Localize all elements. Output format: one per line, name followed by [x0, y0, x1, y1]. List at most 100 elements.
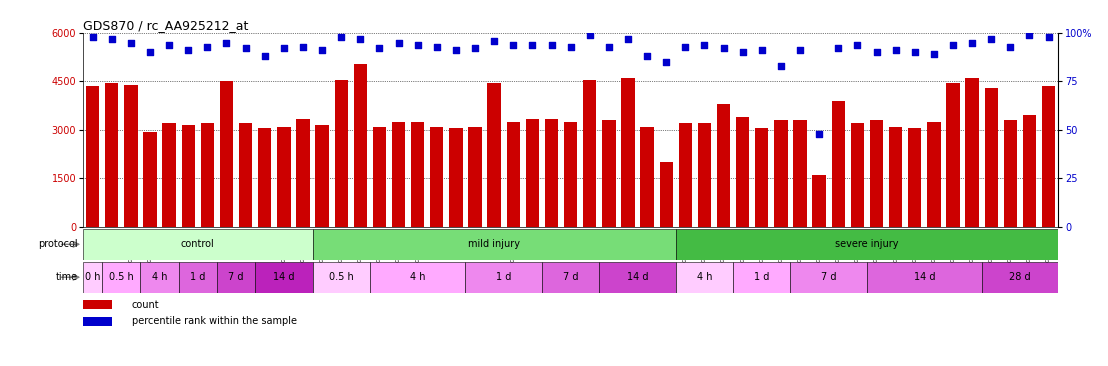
- Bar: [756, 128, 769, 227]
- Point: [447, 48, 464, 53]
- Text: mild injury: mild injury: [469, 239, 520, 249]
- Point: [256, 53, 274, 59]
- Bar: [698, 123, 711, 227]
- Bar: [866, 262, 982, 293]
- Bar: [927, 122, 941, 227]
- Bar: [909, 128, 922, 227]
- Bar: [201, 123, 214, 227]
- Point: [601, 44, 618, 49]
- Bar: [946, 83, 960, 227]
- Bar: [564, 122, 577, 227]
- Text: 7 d: 7 d: [821, 272, 837, 282]
- Bar: [316, 125, 329, 227]
- Text: 28 d: 28 d: [1009, 272, 1030, 282]
- Bar: [372, 127, 386, 227]
- Bar: [449, 128, 463, 227]
- Text: 1 d: 1 d: [496, 272, 512, 282]
- Bar: [178, 262, 217, 293]
- Point: [314, 48, 331, 53]
- Point: [409, 42, 427, 48]
- Bar: [430, 127, 443, 227]
- Bar: [851, 123, 864, 227]
- Bar: [545, 119, 558, 227]
- Point: [1002, 44, 1019, 49]
- Bar: [124, 85, 137, 227]
- Bar: [622, 78, 635, 227]
- Point: [849, 42, 866, 48]
- Point: [677, 44, 695, 49]
- Text: 0 h: 0 h: [85, 272, 101, 282]
- Point: [237, 45, 255, 51]
- Point: [733, 49, 751, 55]
- Point: [581, 32, 598, 38]
- Point: [351, 36, 369, 42]
- Bar: [985, 88, 998, 227]
- Text: 7 d: 7 d: [563, 272, 578, 282]
- Bar: [1004, 120, 1017, 227]
- Point: [332, 34, 350, 40]
- Bar: [296, 119, 309, 227]
- Bar: [736, 117, 749, 227]
- Point: [141, 49, 158, 55]
- Bar: [488, 83, 501, 227]
- Point: [466, 45, 484, 51]
- Point: [294, 44, 311, 49]
- Point: [543, 42, 561, 48]
- Bar: [392, 122, 406, 227]
- Point: [390, 40, 408, 45]
- Bar: [83, 229, 312, 260]
- Bar: [86, 86, 100, 227]
- Bar: [182, 125, 195, 227]
- Point: [944, 42, 962, 48]
- Bar: [335, 80, 348, 227]
- Point: [772, 63, 790, 69]
- Point: [810, 131, 828, 137]
- Bar: [678, 123, 692, 227]
- Bar: [640, 127, 654, 227]
- Text: severe injury: severe injury: [835, 239, 899, 249]
- Bar: [141, 262, 178, 293]
- Text: count: count: [132, 300, 160, 310]
- Bar: [602, 120, 616, 227]
- Point: [161, 42, 178, 48]
- Point: [925, 51, 943, 57]
- Text: 7 d: 7 d: [228, 272, 244, 282]
- Point: [696, 42, 714, 48]
- Bar: [255, 262, 312, 293]
- Bar: [465, 262, 542, 293]
- Bar: [277, 127, 290, 227]
- Bar: [982, 262, 1058, 293]
- Text: control: control: [181, 239, 215, 249]
- Bar: [353, 64, 367, 227]
- Bar: [83, 300, 112, 309]
- Point: [638, 53, 656, 59]
- Bar: [812, 175, 825, 227]
- Bar: [525, 119, 540, 227]
- Bar: [832, 101, 845, 227]
- Bar: [1042, 86, 1055, 227]
- Bar: [411, 122, 424, 227]
- Bar: [219, 81, 233, 227]
- Bar: [163, 123, 176, 227]
- Bar: [965, 78, 978, 227]
- Point: [753, 48, 771, 53]
- Point: [485, 38, 503, 44]
- Point: [84, 34, 102, 40]
- Text: 4 h: 4 h: [410, 272, 425, 282]
- Point: [217, 40, 235, 45]
- Text: 14 d: 14 d: [914, 272, 935, 282]
- Bar: [469, 127, 482, 227]
- Point: [983, 36, 1001, 42]
- Bar: [870, 120, 883, 227]
- Point: [198, 44, 216, 49]
- Bar: [676, 262, 733, 293]
- Text: 4 h: 4 h: [697, 272, 712, 282]
- Point: [906, 49, 924, 55]
- Text: 0.5 h: 0.5 h: [109, 272, 134, 282]
- Point: [1039, 34, 1057, 40]
- Bar: [102, 262, 141, 293]
- Text: 14 d: 14 d: [273, 272, 295, 282]
- Point: [504, 42, 522, 48]
- Point: [523, 42, 541, 48]
- Bar: [774, 120, 788, 227]
